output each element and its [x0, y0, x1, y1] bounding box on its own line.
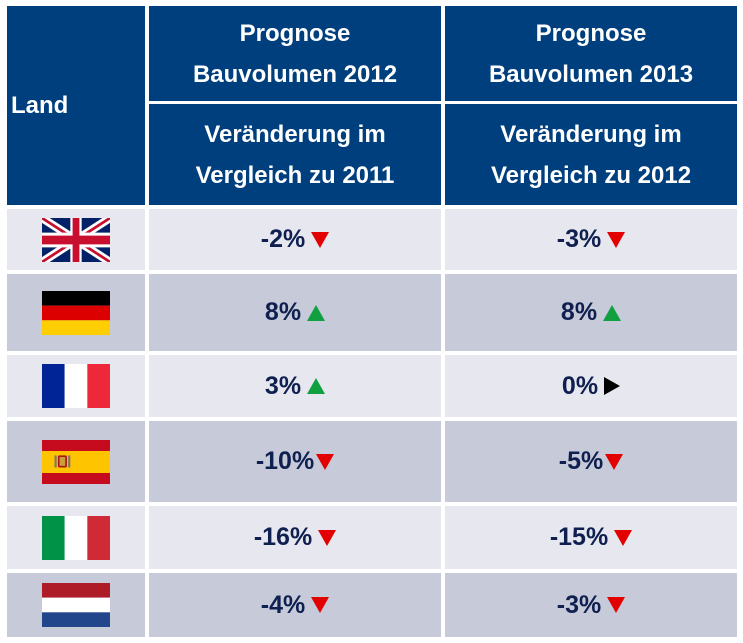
header-land-label: Land — [11, 92, 69, 119]
header-forecast-2012: Prognose Bauvolumen 2012 — [149, 6, 441, 101]
france-flag-icon — [42, 364, 110, 408]
change-2012-cell: 8% — [149, 274, 441, 351]
change-2012-value: -4% — [260, 590, 306, 619]
change-2012-value: 3% — [264, 371, 302, 400]
country-cell — [7, 506, 145, 569]
trend-down-icon — [311, 597, 330, 613]
header-change-2011: Veränderung im Vergleich zu 2011 — [149, 104, 441, 205]
table-row: -2% -3% — [7, 209, 737, 270]
change-2012-cell: -2% — [149, 209, 441, 270]
country-cell — [7, 421, 145, 502]
change-2012-value: -16% — [253, 523, 313, 551]
change-2013-value: -5% — [558, 447, 604, 475]
table-row: -10% -5% — [7, 421, 737, 502]
header-change-2012: Veränderung im Vergleich zu 2012 — [445, 104, 737, 205]
trend-down-icon — [318, 529, 337, 546]
netherlands-flag-icon — [42, 583, 110, 627]
trend-up-icon — [307, 304, 326, 321]
spain-flag-icon — [42, 439, 110, 484]
change-2012-cell: -16% — [149, 506, 441, 569]
table-row: 8% 8% — [7, 274, 737, 351]
change-2012-value: 8% — [264, 298, 302, 326]
change-2013-cell: -5% — [445, 421, 737, 502]
table-row: -16% -15% — [7, 506, 737, 569]
change-2013-value: -3% — [556, 225, 602, 253]
trend-down-icon — [316, 453, 335, 470]
change-2013-cell: 8% — [445, 274, 737, 351]
table-row: -4% -3% — [7, 573, 737, 637]
trend-up-icon — [307, 378, 326, 394]
trend-up-icon — [603, 304, 622, 321]
header-change-2011-line1: Veränderung im — [204, 120, 386, 148]
trend-down-icon — [607, 597, 626, 613]
change-2012-cell: -10% — [149, 421, 441, 502]
header-forecast-2012-line2: Bauvolumen 2012 — [192, 60, 398, 88]
header-forecast-2013-line2: Bauvolumen 2013 — [488, 60, 694, 88]
uk-flag-icon — [42, 217, 110, 262]
trend-down-icon — [607, 231, 626, 248]
italy-flag-icon — [42, 515, 110, 560]
country-cell — [7, 355, 145, 417]
trend-down-icon — [605, 453, 624, 470]
change-2013-value: -3% — [556, 590, 602, 619]
header-change-2012-line1: Veränderung im — [500, 120, 682, 148]
change-2013-value: 8% — [560, 298, 598, 326]
table-row: 3% 0% — [7, 355, 737, 417]
change-2013-cell: 0% — [445, 355, 737, 417]
change-2012-value: -10% — [255, 447, 315, 475]
country-cell — [7, 274, 145, 351]
header-change-2011-line2: Vergleich zu 2011 — [195, 161, 395, 189]
change-2013-cell: -3% — [445, 573, 737, 637]
change-2013-value: -15% — [549, 523, 609, 551]
change-2013-cell: -3% — [445, 209, 737, 270]
trend-down-icon — [311, 231, 330, 248]
country-cell — [7, 573, 145, 637]
trend-down-icon — [614, 529, 633, 546]
header-land: Land — [7, 6, 145, 205]
trend-flat-icon — [604, 377, 621, 395]
change-2013-value: 0% — [561, 371, 599, 400]
change-2013-cell: -15% — [445, 506, 737, 569]
header-forecast-2013: Prognose Bauvolumen 2013 — [445, 6, 737, 101]
change-2012-cell: 3% — [149, 355, 441, 417]
header-forecast-2012-line1: Prognose — [239, 19, 351, 47]
header-forecast-2013-line1: Prognose — [535, 19, 647, 47]
header-change-2012-line2: Vergleich zu 2012 — [490, 161, 692, 189]
germany-flag-icon — [42, 290, 110, 335]
country-cell — [7, 209, 145, 270]
change-2012-cell: -4% — [149, 573, 441, 637]
change-2012-value: -2% — [260, 225, 306, 253]
